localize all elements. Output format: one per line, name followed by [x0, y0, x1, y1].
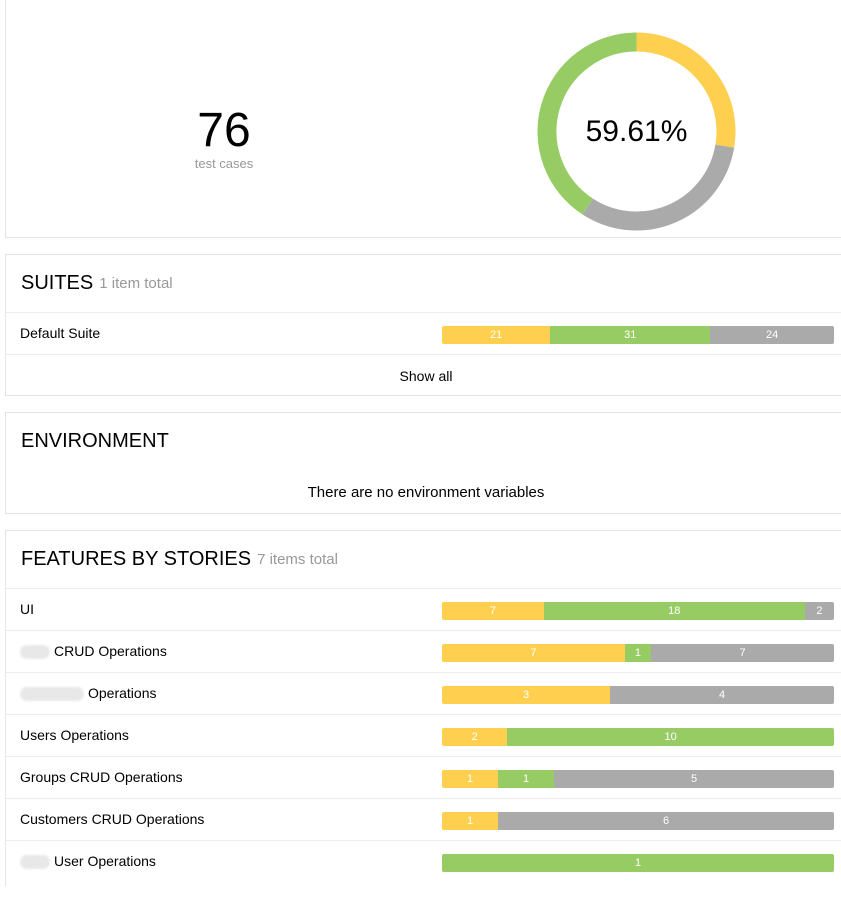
features-list: UI 7 18 2 CRUD Operations 7 1 7 Operations 3 4 User… — [6, 588, 841, 882]
feature-name: Users Operations — [20, 727, 129, 743]
feature-name-text: Customers CRUD Operations — [20, 811, 205, 827]
status-bar-segment-broken[interactable]: 2 — [442, 728, 508, 746]
feature-row[interactable]: Groups CRUD Operations 1 1 5 — [6, 756, 841, 798]
feature-name: Groups CRUD Operations — [20, 769, 183, 785]
success-rate-label: 59.61% — [585, 114, 688, 148]
status-bar-segment-passed[interactable]: 1 — [624, 644, 652, 662]
feature-name-text: Groups CRUD Operations — [20, 769, 183, 785]
feature-row[interactable]: CRUD Operations 7 1 7 — [6, 630, 841, 672]
feature-name: CRUD Operations — [20, 643, 167, 660]
test-case-count-label: test cases — [194, 156, 254, 171]
feature-name-text: Operations — [88, 685, 157, 701]
status-bar-segment-passed[interactable]: 18 — [543, 602, 805, 620]
redacted-text — [20, 645, 50, 660]
status-bar: 2 10 — [442, 728, 834, 746]
test-case-count: 76 test cases — [154, 104, 294, 172]
suite-name-text: Default Suite — [20, 325, 101, 341]
feature-name-text: UI — [20, 601, 34, 617]
feature-row[interactable]: Customers CRUD Operations 1 6 — [6, 798, 841, 840]
environment-empty-text: There are no environment variables — [307, 484, 545, 501]
status-bar-segment-broken[interactable]: 7 — [442, 602, 544, 620]
status-bar: 7 18 2 — [442, 602, 834, 620]
features-widget: FEATURES BY STORIES 7 items total UI 7 18 2… — [5, 530, 841, 886]
summary-widget: 76 test cases 59.61% — [5, 0, 841, 238]
status-bar-segment-broken[interactable]: 7 — [442, 644, 625, 662]
redacted-text — [20, 687, 84, 702]
features-total: 7 items total — [257, 551, 338, 568]
suite-row[interactable]: Default Suite 21 31 24 — [6, 312, 841, 354]
status-bar-segment-unknown[interactable]: 5 — [554, 770, 834, 788]
status-bar: 1 — [442, 854, 834, 872]
feature-name-text: User Operations — [54, 853, 156, 869]
test-case-count-number: 76 — [197, 104, 251, 157]
status-bar-segment-unknown[interactable]: 6 — [498, 812, 834, 830]
status-donut-chart[interactable] — [537, 32, 736, 231]
donut-slice-passed[interactable] — [537, 32, 637, 215]
suite-name: Default Suite — [20, 325, 100, 341]
suites-list: Default Suite 21 31 24 — [6, 312, 841, 354]
feature-name: User Operations — [20, 853, 156, 870]
redacted-text — [20, 855, 50, 870]
status-bar-segment-broken[interactable]: 21 — [442, 326, 551, 344]
status-bar-segment-unknown[interactable]: 2 — [804, 602, 834, 620]
status-bar-segment-passed[interactable]: 1 — [498, 770, 554, 788]
environment-header: ENVIRONMENT — [6, 413, 841, 470]
status-bar-segment-passed[interactable]: 31 — [550, 326, 711, 344]
status-bar-segment-passed[interactable]: 1 — [442, 854, 834, 872]
status-bar: 21 31 24 — [442, 326, 834, 344]
feature-name: Operations — [20, 685, 157, 702]
donut-slice-unknown[interactable] — [582, 144, 735, 231]
feature-name-text: Users Operations — [20, 727, 129, 743]
features-header: FEATURES BY STORIES 7 items total — [6, 531, 841, 588]
environment-title: ENVIRONMENT — [21, 430, 169, 452]
feature-row[interactable]: UI 7 18 2 — [6, 588, 841, 630]
status-bar-segment-unknown[interactable]: 24 — [710, 326, 834, 344]
suites-widget: SUITES 1 item total Default Suite 21 31 24 … — [5, 254, 841, 396]
status-bar-segment-unknown[interactable]: 7 — [651, 644, 834, 662]
suites-title: SUITES — [21, 272, 94, 294]
status-bar-segment-unknown[interactable]: 4 — [610, 686, 834, 704]
feature-row[interactable]: User Operations 1 — [6, 840, 841, 882]
feature-name: UI — [20, 601, 34, 617]
feature-name-text: CRUD Operations — [54, 643, 167, 659]
feature-row[interactable]: Users Operations 2 10 — [6, 714, 841, 756]
status-bar-segment-broken[interactable]: 3 — [442, 686, 610, 704]
feature-row[interactable]: Operations 3 4 — [6, 672, 841, 714]
status-bar-segment-passed[interactable]: 10 — [507, 728, 834, 746]
features-title: FEATURES BY STORIES — [21, 548, 252, 570]
suites-total: 1 item total — [99, 275, 173, 292]
show-all-link[interactable]: Show all — [6, 354, 841, 396]
donut-slice-broken[interactable] — [636, 32, 736, 148]
suites-header: SUITES 1 item total — [6, 255, 841, 312]
environment-widget: ENVIRONMENT There are no environment var… — [5, 412, 841, 514]
feature-name: Customers CRUD Operations — [20, 811, 204, 827]
status-bar-segment-broken[interactable]: 1 — [442, 770, 498, 788]
status-bar-segment-broken[interactable]: 1 — [442, 812, 498, 830]
